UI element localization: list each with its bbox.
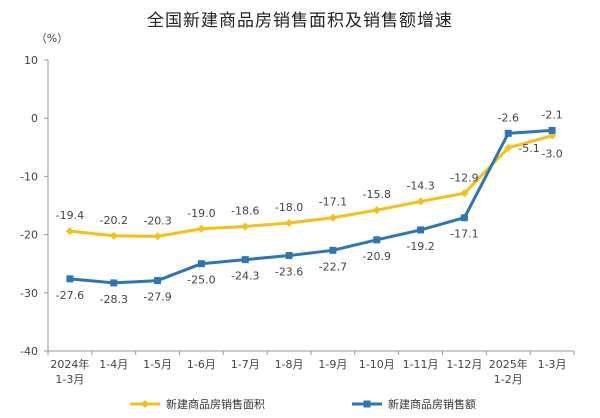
data-point bbox=[241, 222, 250, 231]
data-label: -23.6 bbox=[275, 266, 303, 279]
x-tick-label-line: 1-5月 bbox=[143, 358, 172, 371]
data-point bbox=[373, 236, 381, 244]
data-point bbox=[65, 227, 74, 236]
chart-axes: （%） 10 0 -10 -20 -30 -40 2024年 1-3月 1-4月 1-5月 1-6月 1… bbox=[20, 32, 575, 386]
series-line-2 bbox=[69, 128, 553, 285]
data-point bbox=[109, 231, 118, 240]
series-line-1 bbox=[69, 134, 553, 238]
x-tick-label: 2024年 1-3月 bbox=[50, 357, 89, 386]
data-label: -14.3 bbox=[406, 179, 434, 192]
data-label: -20.9 bbox=[363, 250, 391, 263]
x-tick-label: 2025年 1-2月 bbox=[489, 357, 528, 386]
data-point bbox=[372, 206, 381, 215]
data-label: -19.4 bbox=[56, 209, 84, 222]
data-point bbox=[460, 214, 468, 222]
data-label: -24.3 bbox=[231, 270, 259, 283]
data-point bbox=[328, 213, 337, 222]
data-point bbox=[504, 143, 513, 152]
data-label: -3.0 bbox=[541, 148, 562, 161]
y-tick-label: -40 bbox=[20, 345, 38, 358]
data-label: -15.8 bbox=[363, 188, 391, 201]
chart-legend: 新建商品房销售面积 新建商品房销售额 bbox=[130, 397, 476, 411]
data-point bbox=[154, 277, 162, 285]
data-point bbox=[197, 260, 205, 268]
data-point bbox=[241, 256, 249, 264]
x-tick-label-line: 1-10月 bbox=[359, 358, 395, 371]
data-label: -18.6 bbox=[231, 204, 259, 217]
x-tick-label: 1-9月 bbox=[318, 358, 347, 371]
legend-label: 新建商品房销售额 bbox=[388, 397, 476, 411]
data-label: -28.3 bbox=[100, 293, 128, 306]
x-tick-label-line: 1-8月 bbox=[275, 358, 304, 371]
x-tick-label: 1-12月 bbox=[446, 358, 482, 371]
x-tick-label: 1-7月 bbox=[231, 358, 260, 371]
data-label: -2.1 bbox=[541, 108, 562, 121]
data-label: -17.1 bbox=[450, 228, 478, 241]
data-label: -19.2 bbox=[406, 240, 434, 253]
data-label: -5.1 bbox=[518, 142, 539, 155]
y-tick-label: -20 bbox=[20, 229, 38, 242]
x-tick-label-line: 1-3月 bbox=[538, 358, 567, 371]
x-tick-label: 1-3月 bbox=[538, 358, 567, 371]
x-tick-label: 1-6月 bbox=[187, 358, 216, 371]
y-tick-label: -30 bbox=[20, 287, 38, 300]
data-labels: -19.4 -20.2 -20.3 -19.0 -18.6 -18.0 -17.1 -15.8… bbox=[56, 108, 563, 305]
chart-title: 全国新建商品房销售面积及销售额增速 bbox=[147, 11, 453, 31]
y-tick-label: 10 bbox=[24, 54, 38, 67]
data-label: -27.6 bbox=[56, 289, 84, 302]
x-tick-label-line: 1-11月 bbox=[403, 358, 439, 371]
data-label: -20.3 bbox=[143, 214, 171, 227]
data-point bbox=[153, 232, 162, 241]
data-label: -27.9 bbox=[143, 291, 171, 304]
y-tick-label: 0 bbox=[31, 112, 38, 125]
data-point bbox=[66, 275, 74, 283]
x-tick-label: 1-5月 bbox=[143, 358, 172, 371]
data-point bbox=[329, 246, 337, 254]
data-point bbox=[417, 226, 425, 234]
x-tick-label-line: 2024年 bbox=[50, 357, 89, 371]
x-tick-label-line: 1-12月 bbox=[446, 358, 482, 371]
data-label: -17.1 bbox=[319, 196, 347, 209]
data-point bbox=[504, 129, 512, 137]
data-label: -25.0 bbox=[187, 274, 215, 287]
x-tick-label-line: 1-3月 bbox=[55, 373, 84, 386]
x-tick-label-line: 1-7月 bbox=[231, 358, 260, 371]
data-label: -22.7 bbox=[319, 260, 347, 273]
x-tick-label-line: 1-2月 bbox=[494, 373, 523, 386]
x-tick-label-line: 2025年 bbox=[489, 357, 528, 371]
data-point bbox=[110, 279, 118, 287]
x-tick-label-line: 1-9月 bbox=[318, 358, 347, 371]
x-tick-label-line: 1-6月 bbox=[187, 358, 216, 371]
data-label: -12.9 bbox=[450, 171, 478, 184]
chart-series bbox=[65, 126, 557, 287]
y-tick-label: -10 bbox=[20, 170, 38, 183]
data-label: -20.2 bbox=[100, 214, 128, 227]
data-point bbox=[416, 197, 425, 206]
legend-label: 新建商品房销售面积 bbox=[166, 397, 265, 411]
data-label: -2.6 bbox=[498, 111, 519, 124]
x-tick-label-line: 1-4月 bbox=[99, 358, 128, 371]
data-point bbox=[197, 224, 206, 233]
legend-marker bbox=[141, 400, 149, 408]
data-point bbox=[285, 252, 293, 260]
x-tick-label: 1-8月 bbox=[275, 358, 304, 371]
data-point bbox=[285, 218, 294, 227]
x-tick-label: 1-10月 bbox=[359, 358, 395, 371]
x-tick-label: 1-11月 bbox=[403, 358, 439, 371]
data-point bbox=[460, 189, 469, 198]
legend-marker bbox=[363, 400, 371, 408]
data-label: -18.0 bbox=[275, 201, 303, 214]
y-axis-unit: （%） bbox=[36, 32, 68, 45]
data-label: -19.0 bbox=[187, 207, 215, 220]
data-point bbox=[548, 126, 556, 134]
x-tick-label: 1-4月 bbox=[99, 358, 128, 371]
